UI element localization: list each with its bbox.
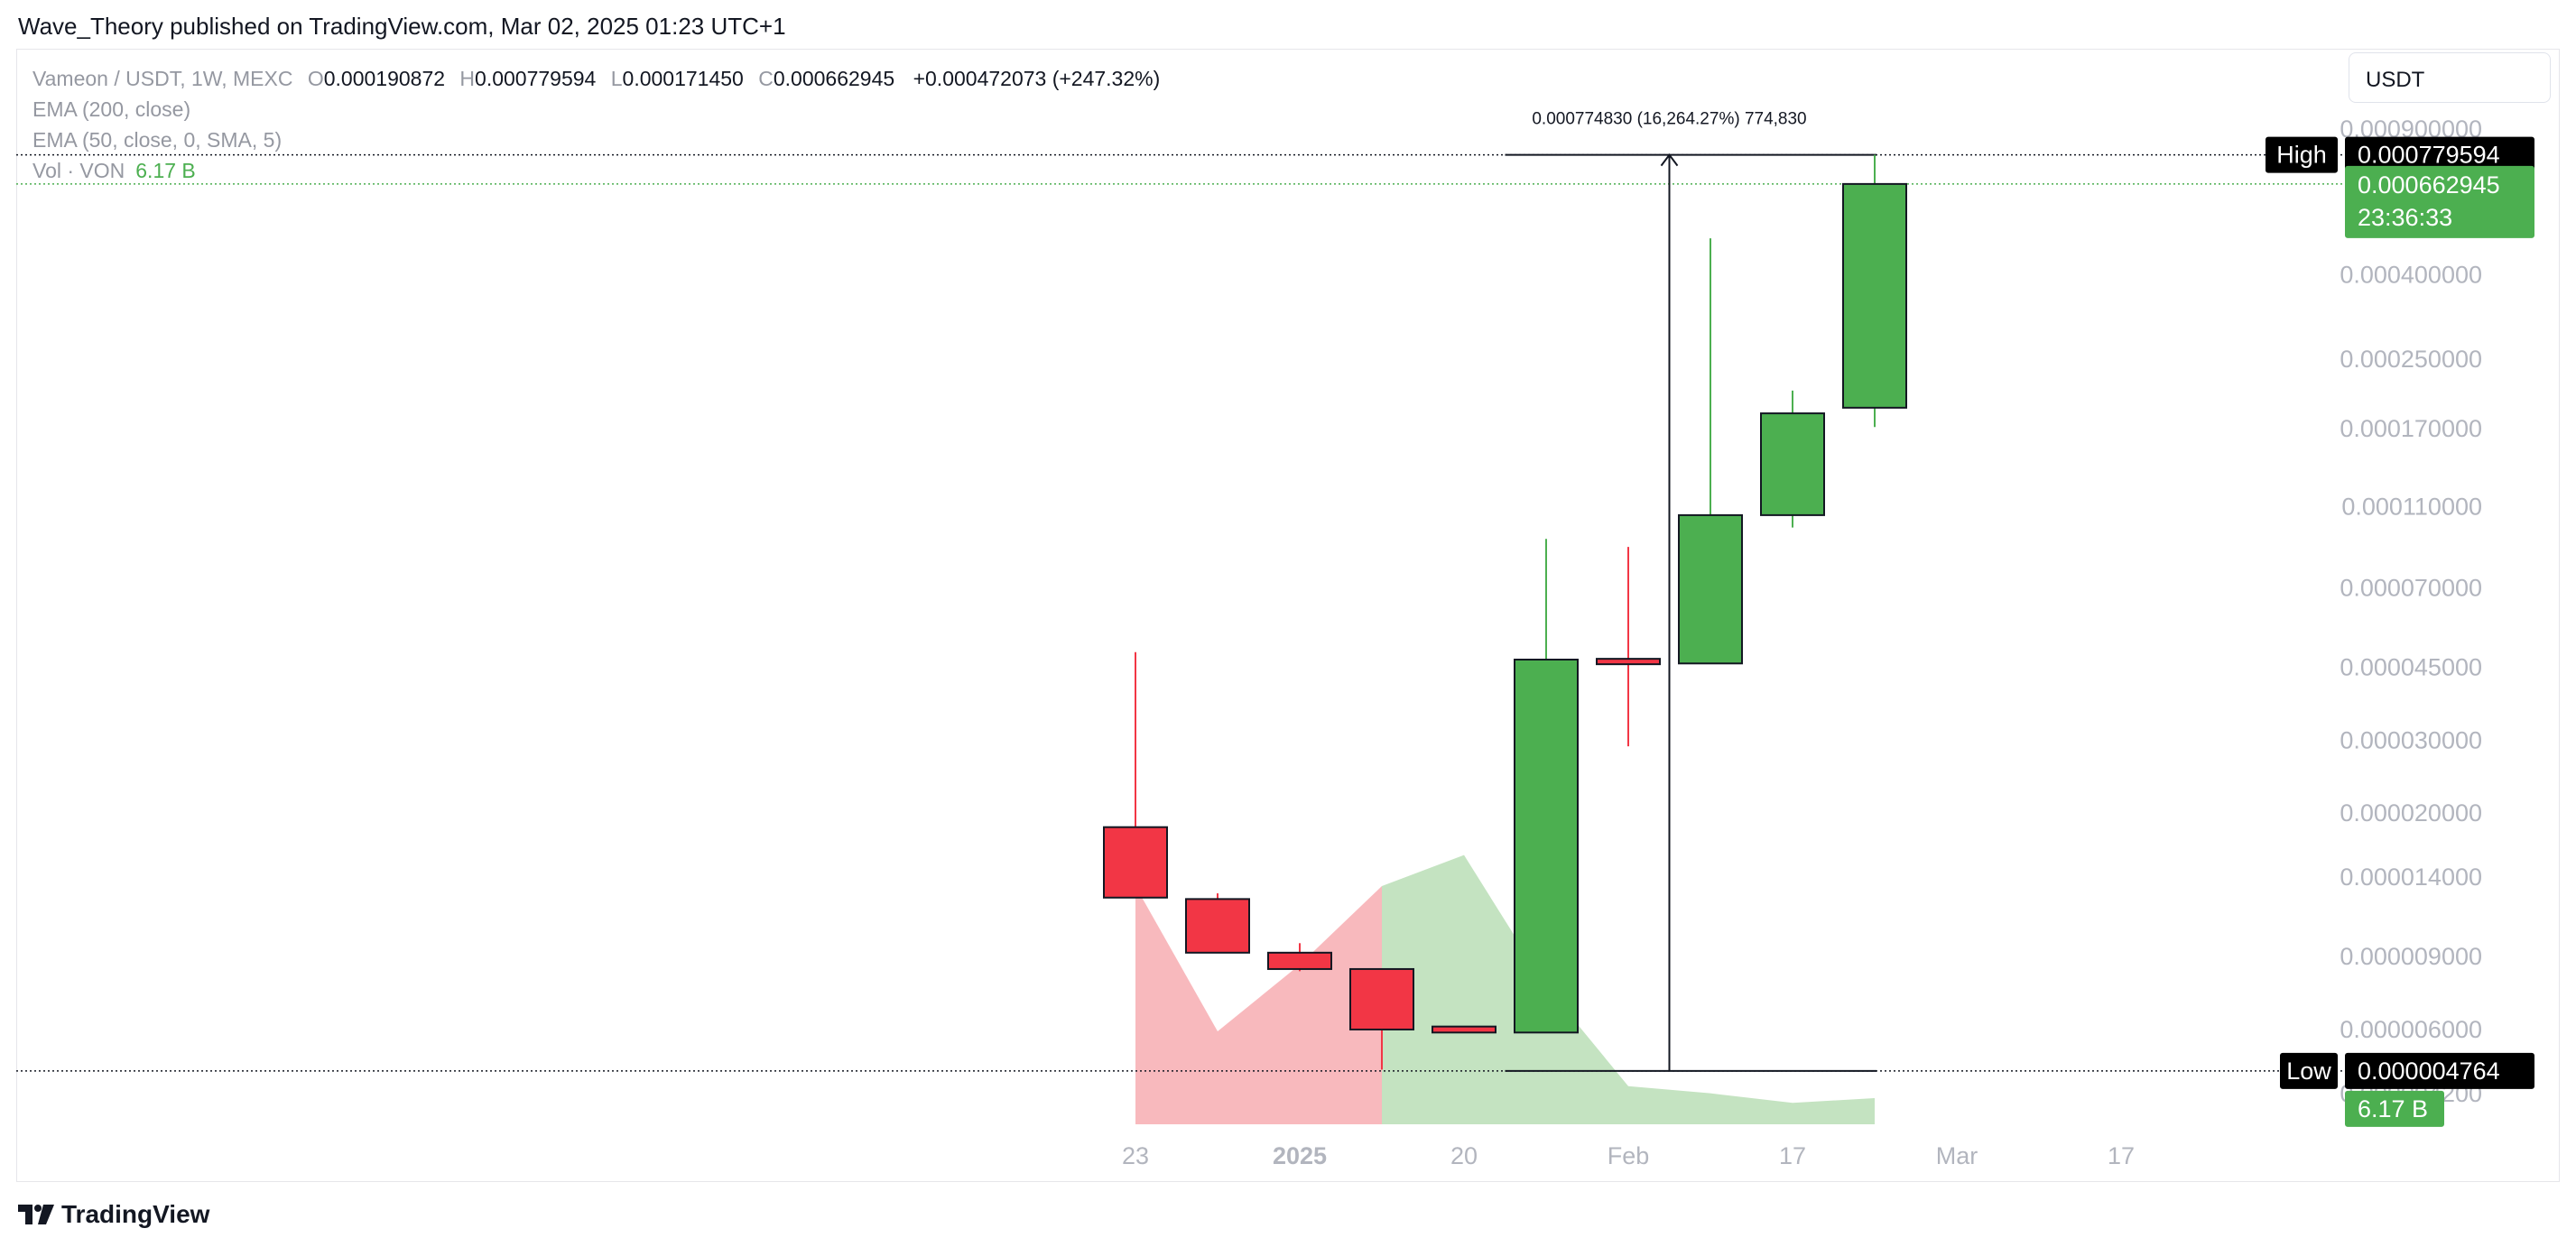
candle-body [1349,967,1414,1030]
y-tick-label: 0.000170000 [2340,415,2482,442]
volume-value-badge-bg [2345,1090,2444,1127]
chart-legend: Vameon / USDT, 1W, MEXC O0.000190872 H0.… [32,63,1160,186]
reference-lines: 0.000774830 (16,264.27%) 774,830 [16,110,2347,1072]
y-tick-label: 0.000400000 [2340,262,2482,289]
volume-segment [1300,886,1382,1124]
candles [1103,154,1907,1070]
volume-value-badge-text: 6.17 B [2358,1095,2428,1122]
low-label-text: Low [2286,1058,2331,1085]
volume-value: 6.17 B [135,159,196,182]
x-tick-label: 2025 [1273,1142,1327,1169]
low-label: Low [2280,1052,2338,1089]
x-tick-label: Mar [1936,1142,1978,1169]
x-tick-label: 20 [1450,1142,1478,1169]
candle-body [1514,658,1579,1034]
volume-indicator[interactable]: Vol · VON 6.17 B [32,155,1160,186]
currency-button[interactable]: USDT [2349,52,2551,103]
ohlc-row: Vameon / USDT, 1W, MEXC O0.000190872 H0.… [32,63,1160,94]
open-value: 0.000190872 [323,67,446,90]
low-value: 0.000171450 [622,67,744,90]
measure-arrowhead [1660,152,1679,167]
close-label: C [758,67,774,90]
change-value: +0.000472073 (+247.32%) [913,67,1161,90]
volume-label: Vol · VON [32,159,125,182]
last-price-text: 0.000662945 [2358,171,2500,199]
y-tick-label: 0.000009000 [2340,943,2482,970]
volume-segment [1628,1085,1710,1124]
candle-body [1760,412,1825,516]
high-value: 0.000779594 [475,67,597,90]
publisher-line: Wave_Theory published on TradingView.com… [18,13,786,40]
high-value-badge-bg [2345,136,2534,173]
close-value: 0.000662945 [773,67,895,90]
volume-segment [1464,854,1546,1124]
tradingview-logo-icon [18,1205,54,1224]
y-tick-label: 0.000014000 [2340,864,2482,891]
low-label: L [610,67,623,90]
volume-area [1135,854,1875,1124]
tradingview-logo[interactable]: TradingView [18,1200,209,1229]
volume-segment [1793,1097,1875,1124]
measure-label: 0.000774830 (16,264.27%) 774,830 [1532,110,1806,129]
low-value-badge-bg [2345,1052,2534,1089]
ema200-indicator[interactable]: EMA (200, close) [32,97,191,121]
volume-segment [1135,886,1218,1124]
low-value-badge: 0.000004764 [2345,1052,2534,1089]
open-label: O [307,67,324,90]
x-tick-label: Feb [1608,1142,1650,1169]
candle-body [1432,1025,1496,1034]
chart-frame[interactable] [16,49,2560,1182]
candle-body [1103,826,1168,899]
high-label-text: High [2276,142,2327,169]
high-value-badge-text: 0.000779594 [2358,142,2500,169]
volume-segment [1218,965,1300,1124]
y-tick-label: 0.000020000 [2340,799,2482,827]
candle-body [1596,658,1661,666]
y-tick-label: 0.000250000 [2340,346,2482,373]
y-tick-label: 0.000030000 [2340,726,2482,753]
x-tick-label: 17 [2108,1142,2135,1169]
y-tick-label: 0.000006000 [2340,1016,2482,1043]
volume-segment [1382,854,1464,1124]
ema50-indicator[interactable]: EMA (50, close, 0, SMA, 5) [32,128,283,152]
x-tick-label: 23 [1122,1142,1149,1169]
time-axis[interactable]: 23 2025 20 Feb 17 Mar 17 [1122,1142,2135,1169]
low-label-bg [2280,1052,2338,1089]
volume-value-badge: 6.17 B [2345,1090,2444,1127]
countdown-text: 23:36:33 [2358,204,2452,231]
y-tick-label: 0.000045000 [2340,654,2482,681]
x-tick-label: 17 [1779,1142,1806,1169]
candle-body [1842,182,1907,409]
footer-brand: TradingView [61,1200,210,1228]
candle-body [1185,898,1250,954]
price-axis[interactable]: 0.0009000000.0004000000.0002500000.00017… [2340,115,2482,1107]
volume-segment [1710,1093,1793,1124]
symbol-label[interactable]: Vameon / USDT, 1W, MEXC [32,67,293,90]
last-price-badge [2345,165,2534,238]
high-value-badge: 0.000779594 [2345,136,2534,173]
high-label-bg [2266,136,2338,173]
candle-body [1678,513,1743,665]
low-value-badge-text: 0.000004764 [2358,1058,2500,1085]
high-label: H [459,67,476,90]
candle-body [1267,951,1332,970]
high-label: High [2266,136,2338,173]
y-tick-label: 0.000110000 [2341,494,2482,521]
y-tick-label: 0.000070000 [2340,575,2482,602]
last-price-badge-bg [2345,165,2534,238]
